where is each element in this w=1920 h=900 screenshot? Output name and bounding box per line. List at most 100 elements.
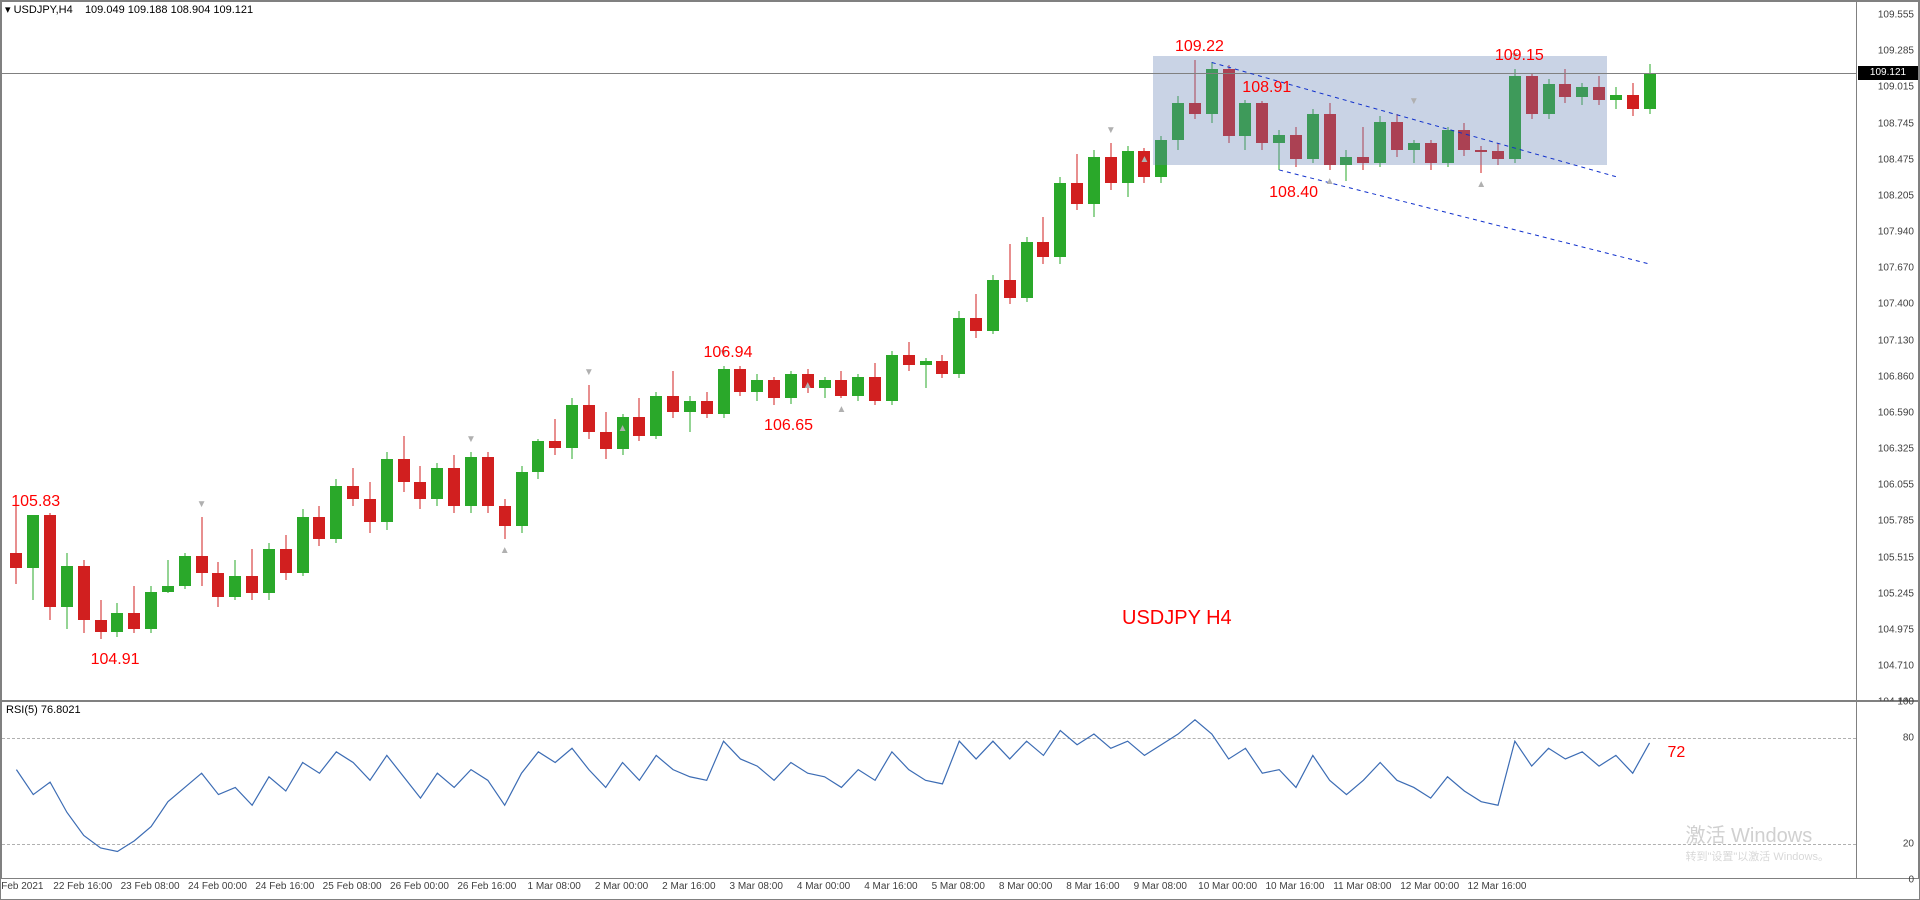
price-y-tick-label: 107.940 [1878, 226, 1914, 237]
price-chart-plot-area[interactable]: ▼▼▲▼▲▼▲▲▼▲▲▼▲▼105.83104.91106.94106.6510… [2, 2, 1856, 700]
price-y-tick-label: 109.285 [1878, 46, 1914, 57]
candlestick[interactable] [145, 2, 157, 702]
candlestick[interactable] [1088, 2, 1100, 702]
candlestick[interactable] [583, 2, 595, 702]
candlestick[interactable] [1610, 2, 1622, 702]
x-tick-label: 12 Mar 16:00 [1468, 881, 1527, 892]
candlestick[interactable] [347, 2, 359, 702]
candlestick[interactable] [313, 2, 325, 702]
x-tick-label: 10 Mar 00:00 [1198, 881, 1257, 892]
candlestick[interactable] [936, 2, 948, 702]
price-y-tick-label: 104.975 [1878, 625, 1914, 636]
candlestick[interactable] [1021, 2, 1033, 702]
consolidation-zone-rect[interactable] [1153, 56, 1608, 165]
x-tick-label: 12 Mar 00:00 [1400, 881, 1459, 892]
candlestick[interactable] [111, 2, 123, 702]
price-annotation: 106.94 [704, 344, 753, 362]
candlestick[interactable] [650, 2, 662, 702]
arrow-down-icon: ▼ [197, 499, 207, 510]
candlestick[interactable] [920, 2, 932, 702]
arrow-up-icon: ▲ [803, 380, 813, 391]
chart-title-bar: ▾ USDJPY,H4 109.049 109.188 108.904 109.… [5, 3, 253, 16]
candlestick[interactable] [633, 2, 645, 702]
candlestick[interactable] [364, 2, 376, 702]
candlestick[interactable] [953, 2, 965, 702]
candlestick[interactable] [1071, 2, 1083, 702]
candlestick[interactable] [10, 2, 22, 702]
candlestick[interactable] [229, 2, 241, 702]
price-chart-panel[interactable]: ▼▼▲▼▲▼▲▲▼▲▲▼▲▼105.83104.91106.94106.6510… [1, 1, 1919, 701]
candlestick[interactable] [499, 2, 511, 702]
time-x-axis: 22 Feb 202122 Feb 16:0023 Feb 08:0024 Fe… [1, 879, 1857, 900]
candlestick[interactable] [600, 2, 612, 702]
dropdown-arrow-icon[interactable]: ▾ [5, 4, 11, 16]
candlestick[interactable] [61, 2, 73, 702]
chart-window: ▾ USDJPY,H4 109.049 109.188 108.904 109.… [0, 0, 1920, 900]
candlestick[interactable] [280, 2, 292, 702]
price-y-tick-label: 108.475 [1878, 154, 1914, 165]
candlestick[interactable] [1138, 2, 1150, 702]
price-y-tick-label: 104.710 [1878, 660, 1914, 671]
candlestick[interactable] [667, 2, 679, 702]
candlestick[interactable] [246, 2, 258, 702]
candlestick[interactable] [684, 2, 696, 702]
candlestick[interactable] [27, 2, 39, 702]
candlestick[interactable] [1627, 2, 1639, 702]
candlestick[interactable] [566, 2, 578, 702]
candlestick[interactable] [869, 2, 881, 702]
arrow-up-icon: ▲ [836, 404, 846, 415]
candlestick[interactable] [835, 2, 847, 702]
price-y-tick-label: 108.205 [1878, 191, 1914, 202]
candlestick[interactable] [381, 2, 393, 702]
candlestick[interactable] [448, 2, 460, 702]
candlestick[interactable] [414, 2, 426, 702]
candlestick[interactable] [516, 2, 528, 702]
candlestick[interactable] [1054, 2, 1066, 702]
candlestick[interactable] [903, 2, 915, 702]
candlestick[interactable] [852, 2, 864, 702]
price-annotation: 109.22 [1175, 38, 1224, 56]
candlestick[interactable] [970, 2, 982, 702]
rsi-indicator-panel[interactable]: RSI(5) 76.8021 72 02080100 [1, 701, 1919, 879]
candlestick[interactable] [263, 2, 275, 702]
candlestick[interactable] [987, 2, 999, 702]
candlestick[interactable] [44, 2, 56, 702]
candlestick[interactable] [802, 2, 814, 702]
candlestick[interactable] [179, 2, 191, 702]
candlestick[interactable] [128, 2, 140, 702]
price-y-tick-label: 109.015 [1878, 82, 1914, 93]
arrow-down-icon: ▼ [584, 367, 594, 378]
candlestick[interactable] [297, 2, 309, 702]
candlestick[interactable] [78, 2, 90, 702]
chart-symbol-label: USDJPY H4 [1122, 607, 1232, 630]
candlestick[interactable] [398, 2, 410, 702]
candlestick[interactable] [1122, 2, 1134, 702]
candlestick[interactable] [785, 2, 797, 702]
candlestick[interactable] [768, 2, 780, 702]
candlestick[interactable] [212, 2, 224, 702]
candlestick[interactable] [482, 2, 494, 702]
candlestick[interactable] [819, 2, 831, 702]
candlestick[interactable] [196, 2, 208, 702]
candlestick[interactable] [1105, 2, 1117, 702]
candlestick[interactable] [617, 2, 629, 702]
candlestick[interactable] [532, 2, 544, 702]
rsi-y-axis: 02080100 [1856, 702, 1918, 878]
candlestick[interactable] [751, 2, 763, 702]
candlestick[interactable] [1004, 2, 1016, 702]
candlestick[interactable] [1644, 2, 1656, 702]
rsi-plot-area[interactable]: 72 [2, 702, 1856, 878]
candlestick[interactable] [465, 2, 477, 702]
arrow-up-icon: ▲ [1140, 154, 1150, 165]
arrow-down-icon: ▼ [466, 434, 476, 445]
price-annotation: 108.91 [1242, 79, 1291, 97]
watermark-line2: 转到"设置"以激活 Windows。 [1686, 848, 1830, 864]
candlestick[interactable] [330, 2, 342, 702]
candlestick[interactable] [549, 2, 561, 702]
candlestick[interactable] [886, 2, 898, 702]
candlestick[interactable] [162, 2, 174, 702]
candlestick[interactable] [1037, 2, 1049, 702]
candlestick[interactable] [95, 2, 107, 702]
x-tick-label: 22 Feb 16:00 [53, 881, 112, 892]
candlestick[interactable] [431, 2, 443, 702]
